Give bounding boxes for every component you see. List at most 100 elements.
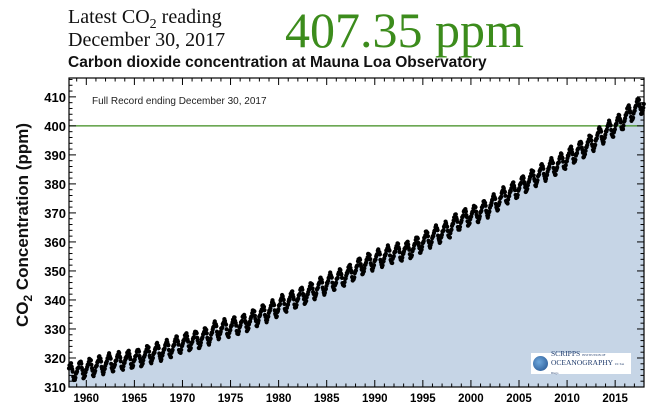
- data-point: [93, 368, 98, 373]
- data-point: [461, 213, 466, 218]
- data-point: [391, 254, 396, 259]
- data-point: [112, 362, 117, 367]
- data-point: [447, 235, 452, 240]
- data-point: [89, 362, 94, 367]
- data-point: [88, 358, 93, 363]
- data-point: [589, 138, 594, 143]
- data-point: [623, 116, 628, 121]
- data-point: [345, 268, 350, 273]
- data-point: [179, 347, 184, 352]
- data-point: [497, 200, 502, 205]
- data-point: [499, 194, 504, 199]
- data-point: [290, 289, 295, 294]
- latest-prefix: Latest CO: [68, 6, 150, 28]
- x-tick-label: 2015: [602, 393, 628, 405]
- data-point: [620, 127, 626, 132]
- data-point: [147, 349, 152, 354]
- data-point: [641, 105, 646, 110]
- data-point: [377, 252, 382, 257]
- data-point: [617, 113, 622, 118]
- x-tick-label: 2010: [554, 393, 580, 405]
- y-tick-label: 340: [44, 293, 66, 308]
- data-point: [493, 196, 498, 201]
- data-point: [449, 227, 454, 232]
- data-point: [608, 123, 613, 128]
- data-point: [252, 309, 257, 314]
- data-point: [320, 280, 325, 285]
- data-point: [474, 209, 479, 214]
- data-point: [407, 247, 412, 252]
- data-point: [109, 361, 114, 366]
- data-point: [573, 157, 578, 162]
- data-point: [502, 189, 507, 195]
- data-point: [531, 173, 536, 178]
- data-point: [537, 172, 542, 177]
- data-point: [563, 166, 568, 171]
- data-point: [69, 361, 74, 366]
- data-point: [425, 234, 431, 239]
- data-point: [226, 334, 231, 340]
- data-point: [198, 340, 203, 345]
- data-point: [284, 309, 289, 314]
- data-point: [297, 291, 302, 296]
- data-point: [246, 326, 251, 331]
- data-point: [479, 208, 484, 213]
- data-point: [563, 163, 568, 168]
- data-point: [218, 329, 223, 334]
- data-points: [66, 97, 646, 383]
- data-point: [217, 336, 222, 341]
- y-tick-label: 410: [44, 90, 66, 105]
- data-point: [361, 269, 366, 274]
- x-tick-label: 2000: [458, 393, 484, 405]
- data-point: [156, 346, 161, 351]
- data-point: [188, 345, 193, 351]
- data-point: [243, 320, 248, 326]
- data-point: [413, 241, 418, 246]
- data-point: [276, 307, 281, 312]
- latest-suffix: reading: [156, 6, 222, 28]
- data-point: [588, 134, 594, 139]
- data-point: [310, 286, 315, 291]
- data-point: [515, 192, 520, 198]
- latest-subscript: 2: [149, 16, 157, 32]
- data-point: [483, 203, 488, 208]
- data-point: [310, 282, 315, 287]
- data-point: [566, 151, 572, 156]
- data-point: [335, 275, 340, 280]
- x-tick-label: 2005: [506, 393, 532, 405]
- data-point: [174, 334, 179, 339]
- data-point: [393, 249, 398, 254]
- data-point: [439, 232, 444, 237]
- data-point: [99, 359, 104, 364]
- data-point: [332, 287, 337, 292]
- data-point: [166, 347, 171, 353]
- data-point: [522, 181, 527, 187]
- data-point: [258, 312, 263, 317]
- data-point: [477, 214, 482, 219]
- data-point: [368, 257, 373, 262]
- data-point: [367, 253, 372, 258]
- data-point: [301, 293, 306, 298]
- data-point: [291, 297, 296, 302]
- y-tick-label: 370: [44, 206, 66, 221]
- latest-value: 407.35 ppm: [285, 2, 524, 58]
- data-point: [128, 357, 133, 362]
- data-point: [611, 134, 616, 139]
- data-point: [73, 375, 78, 380]
- plot-frame: [68, 77, 645, 388]
- data-point: [204, 331, 209, 336]
- data-point: [108, 356, 113, 361]
- y-tick-label: 390: [44, 148, 66, 163]
- logo-line1: SCRIPPS: [551, 349, 581, 358]
- data-point: [556, 160, 562, 165]
- data-point: [464, 215, 470, 220]
- data-point: [543, 176, 549, 181]
- data-point: [441, 228, 446, 233]
- x-tick-label: 1995: [410, 393, 436, 405]
- data-point: [185, 334, 190, 339]
- data-point: [242, 315, 247, 320]
- data-point: [339, 275, 345, 280]
- data-point: [204, 327, 209, 332]
- data-point: [614, 121, 619, 126]
- data-point: [304, 298, 309, 304]
